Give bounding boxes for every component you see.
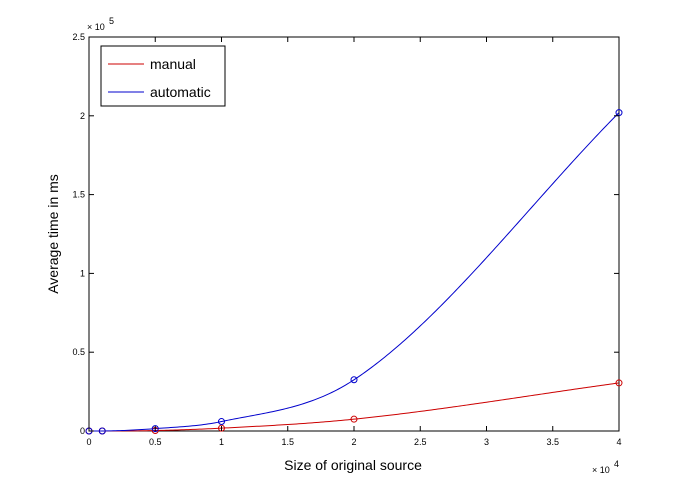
series-markers	[85, 109, 623, 435]
legend-label-manual: manual	[150, 56, 196, 72]
x-tick-label: 0	[86, 437, 91, 447]
x-axis-multiplier: × 10 4	[592, 459, 619, 475]
x-tick-label: 3.5	[546, 437, 559, 447]
y-axis-label: Average time in ms	[45, 174, 61, 294]
y-axis-ticks: 0 0.5 1 1.5 2 2.5	[72, 32, 619, 436]
x-tick-label: 2	[351, 437, 356, 447]
data-point-manual	[350, 415, 358, 423]
data-point-automatic	[350, 376, 358, 384]
series-line-automatic	[89, 112, 620, 432]
x-tick-label: 1.5	[281, 437, 294, 447]
data-point-manual	[615, 379, 623, 387]
x-tick-label: 4	[616, 437, 621, 447]
data-point-automatic	[98, 427, 106, 435]
x-tick-label: 2.5	[414, 437, 427, 447]
svg-text:5: 5	[109, 16, 114, 26]
legend-box	[100, 45, 226, 107]
y-tick-label: 1	[80, 268, 85, 278]
y-tick-label: 1.5	[72, 190, 85, 200]
data-point-automatic	[151, 425, 159, 433]
series-line-manual	[89, 382, 620, 432]
x-tick-label: 3	[484, 437, 489, 447]
x-tick-label: 0.5	[149, 437, 162, 447]
legend-label-automatic: automatic	[150, 84, 211, 100]
x-axis-ticks: 0 0.5 1 1.5 2 2.5 3 3.5 4	[86, 37, 622, 447]
svg-text:× 10: × 10	[592, 465, 610, 475]
series-curves	[89, 112, 620, 432]
svg-text:4: 4	[614, 459, 619, 469]
svg-text:× 10: × 10	[87, 22, 105, 32]
y-tick-label: 0.5	[72, 347, 85, 357]
y-tick-label: 0	[80, 426, 85, 436]
y-axis-multiplier: × 10 5	[87, 16, 114, 32]
y-tick-label: 2.5	[72, 32, 85, 42]
data-point-manual	[218, 424, 225, 432]
data-point-automatic	[218, 418, 225, 426]
y-tick-label: 2	[80, 111, 85, 121]
x-axis-label: Size of original source	[284, 457, 422, 473]
legend: manual automatic	[100, 45, 226, 107]
x-tick-label: 1	[219, 437, 224, 447]
